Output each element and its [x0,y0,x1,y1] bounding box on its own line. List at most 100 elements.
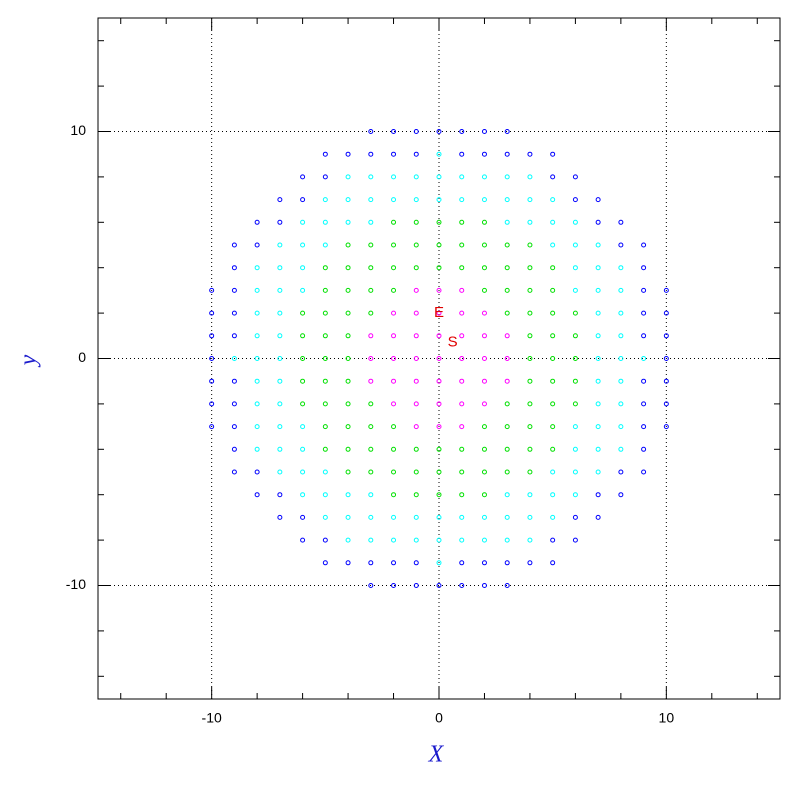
point [459,401,465,407]
point [322,219,328,225]
point [459,560,465,566]
point [254,265,260,271]
point [300,356,306,361]
point [322,492,328,498]
point [254,356,260,361]
point [391,469,397,475]
point [413,469,419,475]
point [550,197,556,203]
y-tick-label: 10 [70,122,86,138]
point [459,424,465,430]
point [277,401,283,407]
point [209,378,215,384]
point [641,424,647,430]
point [618,356,624,361]
point [481,174,487,180]
point [254,219,260,225]
point [595,287,601,293]
point [481,514,487,520]
point [504,129,510,134]
point [550,219,556,225]
point [413,424,419,430]
point [550,378,556,384]
point [641,310,647,316]
point [459,197,465,203]
point [254,469,260,475]
point [550,265,556,271]
point [550,242,556,248]
point [231,242,237,248]
point [481,356,487,361]
point [436,129,442,134]
point [277,310,283,316]
point [231,356,237,361]
point [618,287,624,293]
point [663,310,669,316]
point [504,310,510,316]
point [481,242,487,248]
point [254,446,260,452]
point [391,174,397,180]
point [231,378,237,384]
point [300,174,306,180]
point [322,197,328,203]
point [481,310,487,316]
point [368,424,374,430]
point [527,287,533,293]
point [413,378,419,384]
point [595,242,601,248]
point [436,174,442,180]
point [504,219,510,225]
point [481,537,487,543]
point [550,174,556,180]
point [481,583,487,588]
point [572,401,578,407]
point [618,265,624,271]
point [641,333,647,339]
point [231,333,237,339]
point [504,401,510,407]
point [231,401,237,407]
point [345,537,351,543]
point [481,446,487,452]
point [572,378,578,384]
point [345,378,351,384]
point [436,310,442,316]
point [254,310,260,316]
point [277,424,283,430]
point [391,197,397,203]
point [504,583,510,588]
point [209,287,215,293]
point [368,401,374,407]
point [527,446,533,452]
point [300,424,306,430]
point [504,356,510,361]
point [550,492,556,498]
point [345,401,351,407]
point [391,401,397,407]
point [209,424,215,430]
point [322,287,328,293]
point [413,356,419,361]
point [300,219,306,225]
point [436,197,442,203]
point [527,219,533,225]
point [254,287,260,293]
point [391,560,397,566]
point [413,287,419,293]
point [413,197,419,203]
point [391,356,397,361]
point [254,378,260,384]
point [572,356,578,361]
point [595,401,601,407]
point [436,537,442,543]
point [368,492,374,498]
point [413,151,419,157]
point [368,151,374,157]
point [231,446,237,452]
point [277,333,283,339]
point [300,310,306,316]
point [618,333,624,339]
point [663,424,669,430]
point [481,197,487,203]
